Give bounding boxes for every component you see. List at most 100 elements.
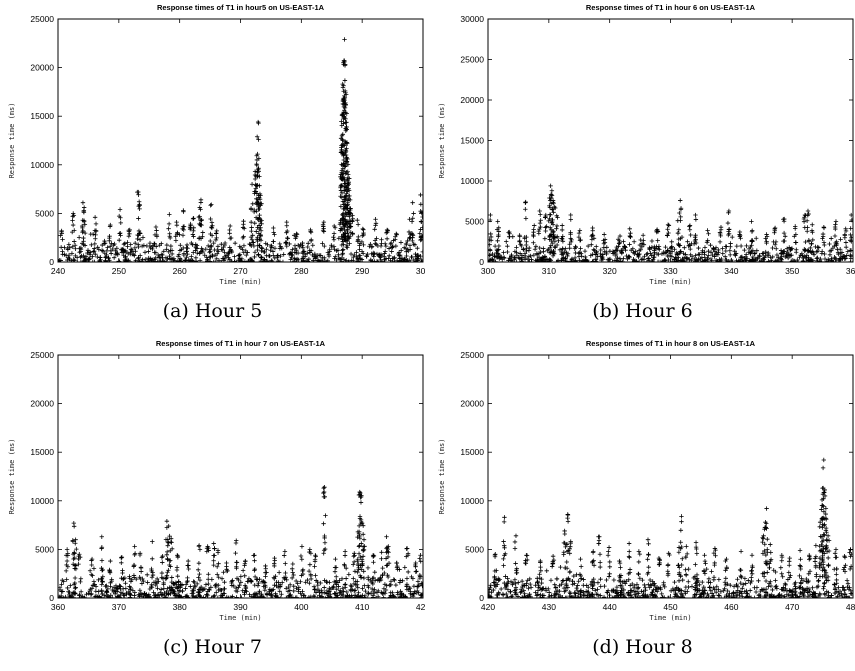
data-point	[685, 239, 690, 244]
data-point	[227, 223, 233, 229]
data-point	[740, 586, 745, 591]
data-point	[159, 570, 165, 576]
data-point	[386, 246, 392, 251]
data-point	[819, 259, 824, 262]
data-point	[219, 247, 224, 252]
data-point	[164, 247, 169, 252]
data-point	[723, 248, 729, 254]
data-point	[344, 127, 349, 132]
data-point	[642, 582, 647, 588]
data-point	[764, 526, 769, 531]
data-point	[321, 548, 327, 553]
data-point	[549, 593, 554, 598]
data-point	[760, 551, 766, 556]
data-point	[760, 587, 766, 593]
data-point	[211, 553, 216, 558]
data-point	[344, 111, 349, 116]
data-point	[790, 592, 795, 597]
data-point	[145, 580, 150, 585]
data-point	[513, 590, 518, 595]
data-point	[822, 568, 828, 573]
data-point	[248, 234, 254, 240]
data-point	[259, 591, 264, 597]
data-point	[513, 592, 519, 597]
data-point	[196, 214, 202, 220]
data-point	[567, 242, 572, 247]
data-point	[736, 258, 742, 262]
data-point	[677, 565, 682, 570]
data-point	[715, 259, 720, 262]
data-point	[336, 252, 341, 258]
data-point	[702, 245, 708, 250]
data-point	[763, 552, 769, 558]
data-point	[537, 226, 542, 232]
data-point	[727, 595, 733, 598]
data-point	[568, 539, 573, 544]
data-point	[359, 562, 365, 568]
data-point	[557, 583, 562, 589]
data-point	[234, 595, 239, 598]
data-point	[371, 254, 376, 259]
data-point	[69, 258, 74, 262]
data-point	[341, 217, 346, 223]
data-point	[400, 257, 406, 262]
data-point	[550, 554, 556, 559]
data-point	[558, 564, 563, 570]
data-point	[848, 547, 853, 552]
data-point	[607, 571, 612, 576]
data-point	[821, 516, 827, 521]
data-point	[568, 212, 573, 218]
data-point	[391, 256, 397, 261]
data-point	[331, 231, 337, 236]
data-point	[398, 578, 403, 583]
data-point	[323, 513, 328, 518]
data-point	[767, 581, 772, 586]
data-point	[342, 562, 347, 567]
data-point	[757, 259, 762, 262]
data-point	[665, 227, 670, 232]
data-point	[747, 588, 753, 593]
data-point	[576, 234, 582, 240]
data-point	[619, 585, 625, 591]
data-point	[307, 547, 313, 552]
data-point	[822, 493, 828, 499]
data-point	[519, 578, 525, 584]
data-point	[633, 595, 638, 598]
data-point	[324, 579, 329, 584]
data-point	[252, 595, 258, 598]
data-point	[573, 593, 578, 598]
data-point	[91, 579, 97, 584]
data-point	[371, 560, 376, 565]
data-point	[770, 587, 775, 593]
data-point	[153, 592, 158, 598]
data-point	[287, 251, 293, 256]
data-point	[322, 243, 327, 249]
data-point	[514, 245, 519, 250]
data-point	[782, 594, 787, 598]
data-point	[736, 259, 741, 262]
data-point	[81, 235, 86, 241]
data-point	[820, 236, 825, 241]
data-point	[261, 249, 267, 255]
data-point	[776, 259, 781, 262]
data-point	[833, 590, 838, 596]
data-point	[359, 541, 364, 546]
data-point	[551, 557, 557, 563]
data-point	[515, 594, 521, 598]
data-point	[394, 560, 400, 566]
data-point	[417, 231, 422, 236]
data-point	[591, 595, 597, 598]
data-point	[184, 579, 190, 585]
data-point	[151, 590, 156, 595]
data-point	[277, 259, 283, 262]
data-point	[278, 253, 283, 259]
data-point	[649, 245, 655, 250]
data-point	[356, 544, 362, 549]
data-point	[344, 124, 349, 130]
data-point	[107, 258, 112, 262]
data-point	[322, 533, 327, 539]
scatter-plot: Response times of T1 in hour 6 on US-EAS…	[438, 3, 855, 286]
data-point	[131, 573, 137, 578]
data-point	[373, 221, 379, 226]
data-point	[698, 592, 703, 597]
